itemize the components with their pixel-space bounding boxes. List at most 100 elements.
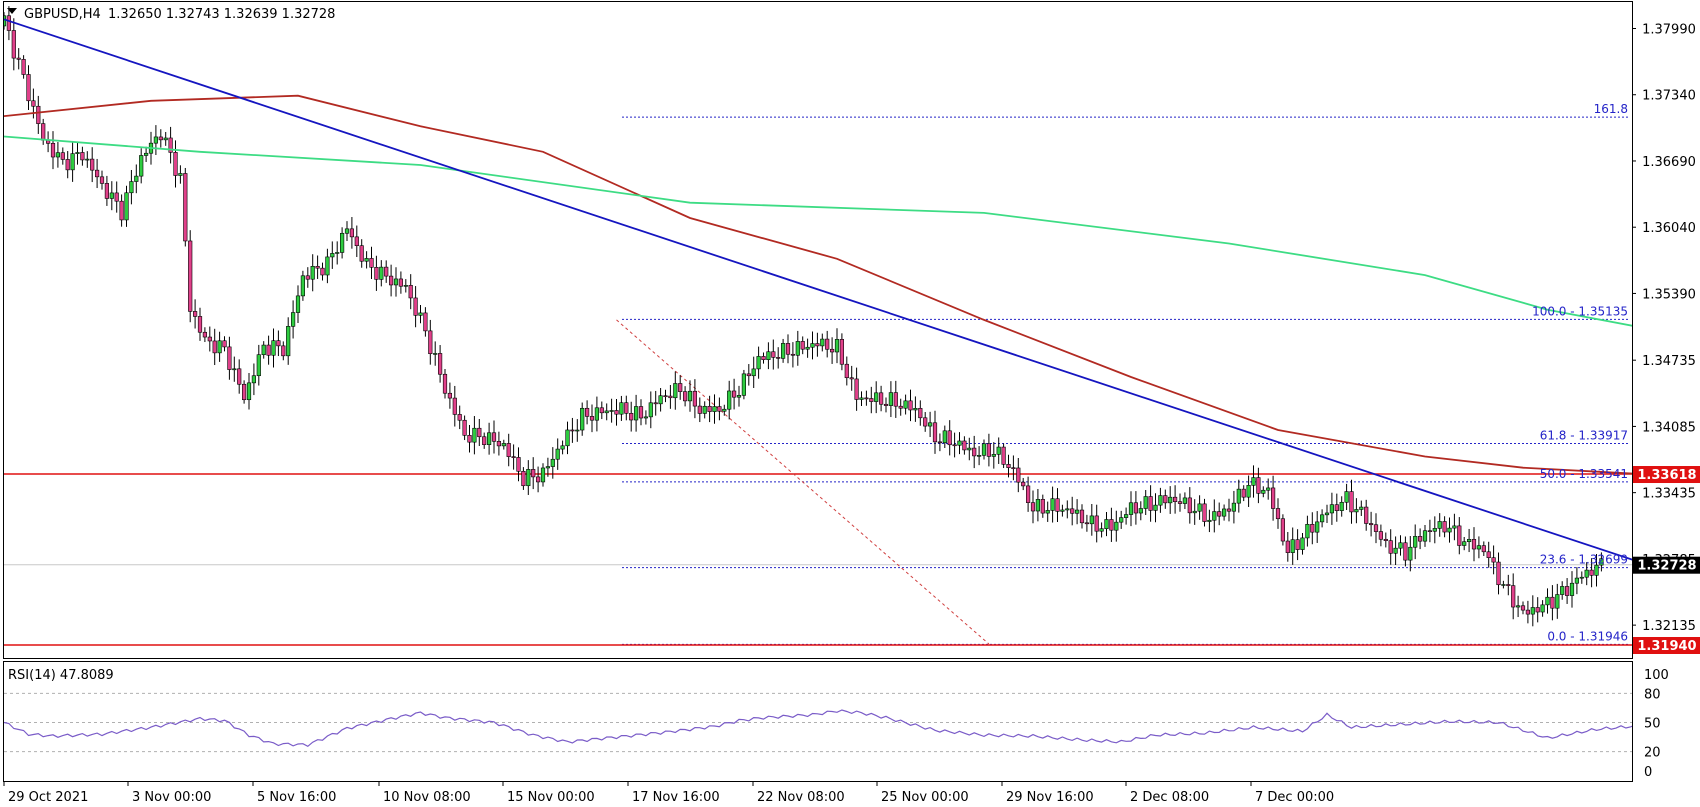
candle <box>932 410 938 454</box>
candle <box>555 438 560 470</box>
candle <box>913 396 918 422</box>
candle-body <box>1011 467 1016 469</box>
candle <box>457 405 462 430</box>
candle <box>1310 512 1315 545</box>
candle <box>1560 581 1565 600</box>
candle-body <box>222 340 227 348</box>
candle-body <box>212 340 217 354</box>
candle-body <box>678 383 683 392</box>
candle <box>1516 595 1521 618</box>
candle-body <box>1422 530 1428 542</box>
candle-body <box>957 440 962 446</box>
candle <box>1011 455 1016 481</box>
candle-body <box>65 159 70 171</box>
candle <box>815 332 820 357</box>
candle <box>565 421 570 455</box>
candle-body <box>849 377 854 380</box>
candle <box>423 307 428 337</box>
candle-body <box>991 454 996 457</box>
symbol-menu-triangle-icon[interactable] <box>7 8 17 14</box>
candle-body <box>1148 496 1153 511</box>
candle-body <box>996 446 1001 455</box>
candle <box>1378 524 1383 547</box>
candle-body <box>300 275 306 297</box>
candle-body <box>1251 477 1256 486</box>
candle <box>281 341 286 361</box>
candle <box>1427 519 1432 543</box>
candle-body <box>1388 540 1393 554</box>
candle <box>736 385 742 407</box>
candle-body <box>800 341 805 350</box>
candle-body <box>276 340 281 347</box>
candle-body <box>820 338 825 347</box>
candle <box>1236 479 1241 513</box>
candle-body <box>144 152 149 156</box>
candle <box>1520 601 1526 615</box>
price-tick-label: 1.35390 <box>1642 287 1696 302</box>
candle <box>124 185 129 227</box>
candle-body <box>418 312 423 316</box>
fib-anchor-line <box>616 319 990 645</box>
candle-body <box>1354 509 1359 513</box>
candle <box>1075 499 1080 525</box>
candle-body <box>50 143 56 158</box>
candle <box>242 380 247 404</box>
candle <box>1241 485 1246 502</box>
candle-body <box>893 392 898 407</box>
candle-body <box>1236 488 1241 504</box>
candle <box>1403 536 1408 567</box>
candle-body <box>501 443 506 447</box>
candle-body <box>457 414 462 421</box>
candle-body <box>1530 607 1535 615</box>
candle-body <box>790 353 795 356</box>
candle-body <box>271 340 276 356</box>
candle-body <box>1476 545 1481 550</box>
candle-body <box>398 278 404 287</box>
candle-body <box>227 346 232 370</box>
candle-body <box>1045 510 1050 514</box>
level-price-badge-label: 1.31940 <box>1637 639 1696 654</box>
candle-body <box>722 408 727 412</box>
candle-body <box>330 253 335 258</box>
time-axis: 29 Oct 2021 3 Nov 00:00 5 Nov 16:00 10 Nov … <box>3 781 1334 805</box>
candle-body <box>687 390 693 402</box>
candle <box>972 435 977 469</box>
candle <box>379 260 384 287</box>
candle <box>727 380 732 420</box>
candle <box>957 432 962 455</box>
candle-body <box>1501 584 1506 586</box>
candle-body <box>364 258 369 262</box>
fib-level-label: 100.0 - 1.35135 <box>1532 304 1628 318</box>
candle-body <box>727 390 732 410</box>
candle <box>1035 488 1040 522</box>
candle-body <box>1050 498 1055 511</box>
candle <box>1408 536 1413 572</box>
candle <box>731 378 737 410</box>
candle <box>266 335 271 365</box>
candle-body <box>550 458 555 467</box>
candle <box>692 379 697 419</box>
candle-body <box>1481 545 1486 553</box>
candle <box>864 390 869 406</box>
candle <box>1525 600 1530 624</box>
candle <box>756 346 761 379</box>
candle-body <box>1075 509 1080 514</box>
candle-body <box>119 200 124 221</box>
candle-body <box>305 275 310 280</box>
candle-body <box>878 392 884 405</box>
candle <box>776 347 781 369</box>
candle-body <box>55 152 60 158</box>
trendline[interactable] <box>4 18 1641 562</box>
candle <box>232 356 237 382</box>
candle-body <box>1285 540 1290 553</box>
candle <box>482 432 487 449</box>
candle <box>1418 528 1423 550</box>
candle <box>1462 536 1467 551</box>
candle-body <box>310 266 315 280</box>
candle-body <box>1026 485 1031 503</box>
candle-body <box>638 406 644 419</box>
candle-body <box>21 59 26 75</box>
candle-body <box>864 397 869 400</box>
candle-body <box>1119 517 1124 523</box>
